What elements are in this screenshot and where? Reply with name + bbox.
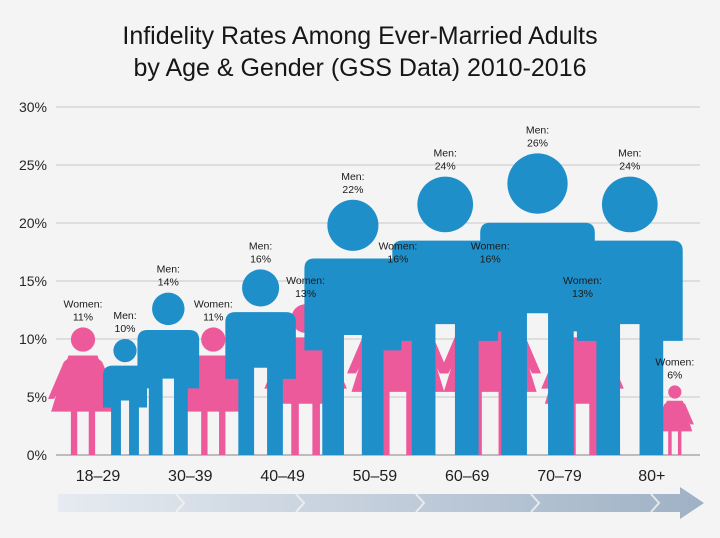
y-axis: 0% 5% 10% 15% 20% 25% 30% — [19, 99, 47, 463]
figure-leg — [589, 402, 597, 455]
men-label-name: Men: — [434, 148, 457, 160]
women-label-value: 16% — [387, 253, 408, 265]
figure-head — [668, 385, 682, 399]
y-tick-label: 15% — [19, 273, 47, 289]
y-tick-label: 30% — [19, 99, 47, 115]
figure-dress — [51, 355, 115, 412]
arrow-chevron — [415, 493, 426, 513]
figure-leg — [677, 430, 682, 455]
x-axis: 18–29 30–39 40–49 50–59 60–69 70–79 80+ — [76, 468, 666, 485]
men-label-name: Men: — [341, 171, 364, 183]
figure-leg — [312, 402, 320, 455]
women-label-value: 13% — [295, 288, 316, 300]
arrow-shape — [58, 487, 704, 519]
y-tick-label: 25% — [19, 157, 47, 173]
arrow-chevron — [650, 493, 661, 513]
y-tick-label: 5% — [27, 389, 47, 405]
women-label-name: Women: — [194, 298, 233, 310]
x-category-label: 30–39 — [168, 468, 213, 485]
figure-leg — [291, 402, 299, 455]
age-progression-arrow — [58, 487, 704, 519]
men-figure-30–39 — [137, 292, 200, 455]
men-label-value: 14% — [158, 277, 179, 289]
men-label-value: 24% — [619, 161, 640, 173]
figure-head — [327, 199, 379, 251]
men-label-name: Men: — [113, 310, 136, 322]
women-label-value: 11% — [203, 311, 223, 323]
men-figure-40–49 — [225, 269, 296, 455]
y-tick-label: 10% — [19, 331, 47, 347]
data-labels: Women:11% Men:10%Women:11%Men:14% Women:13… — [64, 124, 695, 381]
x-category-label: 60–69 — [445, 468, 490, 485]
men-label-value: 22% — [342, 184, 363, 196]
figure-head — [417, 176, 474, 233]
men-figure-60–69 — [392, 176, 499, 455]
men-figure-18–29 — [102, 339, 148, 455]
figure-body — [225, 312, 296, 455]
figure-body — [576, 240, 683, 455]
figure-leg — [668, 430, 672, 455]
women-label-value: 6% — [667, 369, 682, 381]
men-label-value: 26% — [527, 137, 548, 149]
men-label-value: 10% — [114, 323, 135, 335]
arrow-chevron — [530, 493, 541, 513]
figure-leg — [219, 410, 226, 455]
men-label-name: Men: — [249, 240, 272, 252]
figure-body — [102, 365, 148, 455]
figure-leg — [88, 410, 96, 455]
women-label-name: Women: — [286, 275, 325, 287]
figure-head — [242, 269, 280, 307]
x-category-label: 40–49 — [260, 468, 305, 485]
figure-head — [601, 176, 658, 233]
y-tick-label: 0% — [27, 447, 47, 463]
arrow-chevron — [175, 493, 186, 513]
figure-body — [392, 240, 499, 455]
women-label-name: Women: — [64, 298, 103, 310]
women-label-value: 13% — [572, 288, 593, 300]
figure-dress — [657, 400, 693, 432]
women-label-name: Women: — [378, 240, 417, 252]
figure-body — [480, 222, 595, 455]
figure-leg — [201, 410, 208, 455]
figure-leg — [380, 390, 390, 455]
men-label-value: 16% — [250, 253, 271, 265]
men-label-value: 24% — [435, 161, 456, 173]
figure-leg — [70, 410, 78, 455]
women-label-name: Women: — [655, 356, 694, 368]
figure-head — [201, 327, 226, 352]
figure-head — [507, 153, 568, 214]
arrow-chevron — [295, 493, 306, 513]
figure-marks — [48, 153, 694, 455]
y-tick-label: 20% — [19, 215, 47, 231]
x-category-label: 50–59 — [353, 468, 398, 485]
figure-body — [137, 329, 200, 455]
chart-title-line-1: Infidelity Rates Among Ever-Married Adul… — [122, 22, 598, 50]
women-label-name: Women: — [563, 275, 602, 287]
chart-title: Infidelity Rates Among Ever-Married Adul… — [0, 20, 720, 84]
men-label-name: Men: — [526, 124, 549, 136]
men-figure-70–79 — [480, 153, 595, 455]
x-category-label: 70–79 — [537, 468, 582, 485]
figure-head — [70, 327, 96, 352]
men-figure-50–59 — [304, 199, 402, 455]
women-label-name: Women: — [471, 240, 510, 252]
figure-leg — [406, 390, 416, 455]
figure-head — [152, 292, 185, 326]
men-label-name: Men: — [157, 264, 180, 276]
men-figure-80+ — [576, 176, 683, 455]
women-label-value: 11% — [73, 311, 93, 323]
chart-title-line-2: by Age & Gender (GSS Data) 2010-2016 — [133, 54, 587, 82]
men-label-name: Men: — [618, 148, 641, 160]
x-category-label: 18–29 — [76, 468, 121, 485]
women-label-value: 16% — [480, 253, 501, 265]
figure-body — [304, 258, 402, 455]
figure-head — [113, 339, 137, 363]
x-category-label: 80+ — [638, 468, 665, 485]
